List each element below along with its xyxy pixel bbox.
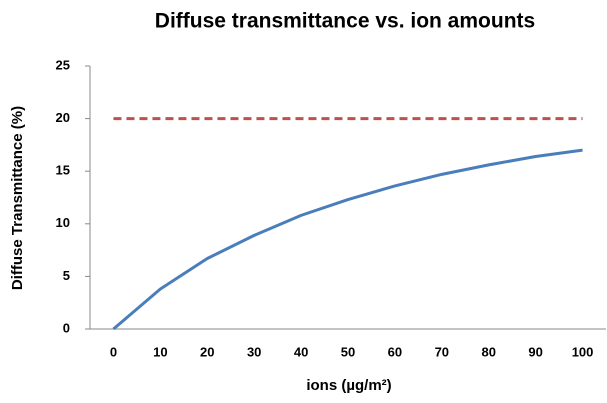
- x-tick-label: 40: [294, 344, 308, 359]
- y-axis-label: Diffuse Transmittance (%): [9, 106, 26, 290]
- x-tick-label: 100: [572, 344, 594, 359]
- y-tick-label: 15: [56, 163, 70, 178]
- y-tick-label: 5: [63, 268, 70, 283]
- x-tick-label: 10: [153, 344, 167, 359]
- x-tick-label: 30: [247, 344, 261, 359]
- y-tick-label: 25: [56, 57, 70, 72]
- x-tick-label: 70: [435, 344, 449, 359]
- x-tick-label: 0: [110, 344, 117, 359]
- x-tick-label: 60: [388, 344, 402, 359]
- chart-title: Diffuse transmittance vs. ion amounts: [155, 10, 535, 33]
- x-tick-label: 90: [528, 344, 542, 359]
- y-tick-label: 10: [56, 215, 70, 230]
- y-tick-label: 0: [63, 320, 70, 335]
- x-tick-label: 80: [481, 344, 495, 359]
- x-tick-label: 20: [200, 344, 214, 359]
- x-axis-label: ions (µg/m²): [306, 377, 391, 394]
- series-line: [112, 148, 583, 331]
- x-tick-label: 50: [341, 344, 355, 359]
- y-tick-label: 20: [56, 110, 70, 125]
